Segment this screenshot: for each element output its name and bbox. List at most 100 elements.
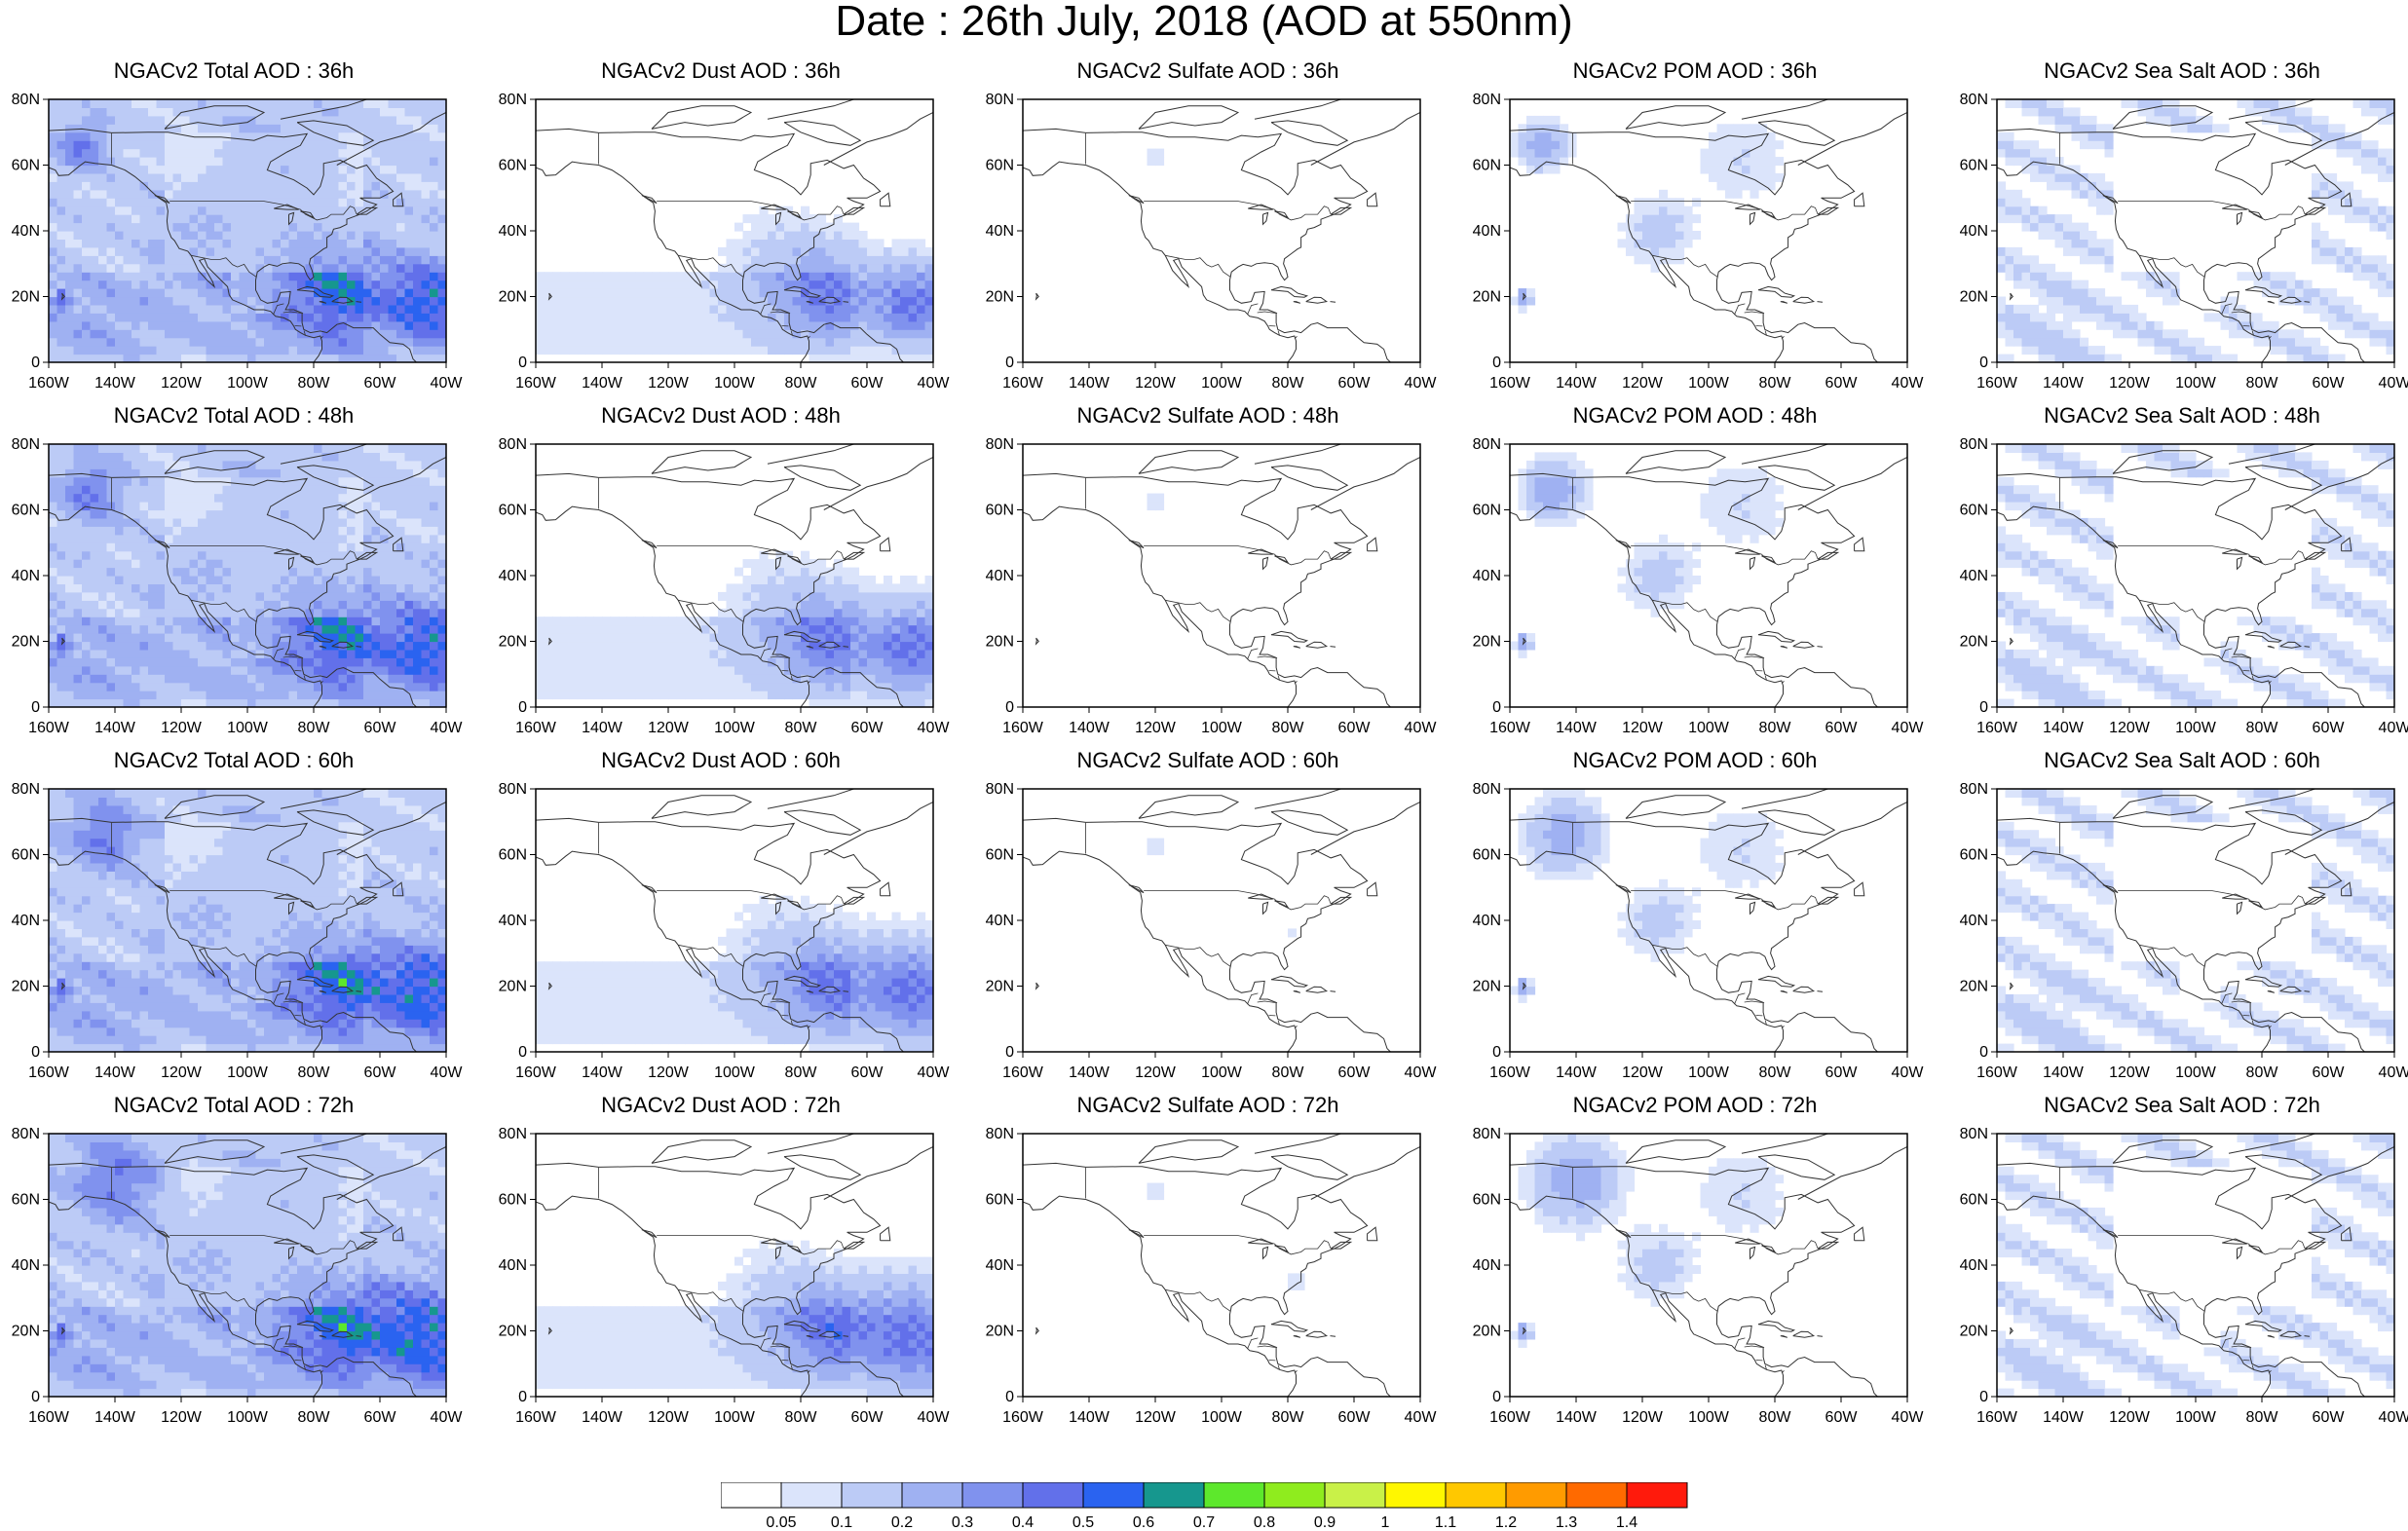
coastline [2112, 105, 2214, 130]
coastline [1817, 206, 1840, 215]
x-tick-label: 80W [1272, 1409, 1305, 1424]
political-border [1744, 1000, 1765, 1003]
coastline [2112, 1139, 2214, 1164]
aod-map: 160W 140W 120W 100W 80W 60W 40W 0 20N 40N 60N 80N [12, 436, 464, 734]
x-tick-label: 40W [1892, 720, 1925, 734]
x-tick-label: 160W [28, 375, 70, 390]
x-tick-label: 100W [2175, 720, 2217, 734]
x-tick-label: 80W [2246, 375, 2279, 390]
coastline [2267, 646, 2276, 649]
coastline [1023, 161, 1297, 362]
political-border [1764, 1020, 1767, 1026]
panel-title: NGACv2 POM AOD : 72h [1572, 1093, 1818, 1117]
panel-title: NGACv2 Sulfate AOD : 60h [1076, 748, 1339, 772]
coastline [1510, 161, 1784, 362]
x-tick-label: 120W [2109, 1064, 2151, 1079]
y-tick-label: 40N [986, 568, 1014, 584]
colorbar-swatch [1143, 1482, 1205, 1509]
x-tick-label: 40W [918, 1064, 951, 1079]
y-tick-label: 40N [1473, 913, 1501, 929]
coastline [296, 285, 335, 298]
y-tick-label: 80N [12, 781, 40, 798]
x-tick-label: 80W [1759, 375, 1792, 390]
coastline [1615, 884, 1632, 894]
coastline [1270, 809, 1349, 836]
y-tick-label: 40N [499, 568, 527, 584]
y-tick-label: 20N [12, 634, 40, 651]
aod-field [536, 550, 933, 707]
coastline [1138, 450, 1240, 474]
x-tick-label: 100W [1688, 1064, 1730, 1079]
x-tick-label: 140W [2043, 375, 2085, 390]
x-tick-label: 140W [1556, 720, 1598, 734]
coastline [1254, 99, 1341, 120]
political-border [770, 1345, 791, 1348]
political-border [1294, 1370, 1298, 1373]
coastline [536, 472, 904, 707]
coastline [1510, 505, 1784, 707]
aod-field [1147, 493, 1165, 511]
x-tick-label: 40W [1405, 375, 1438, 390]
y-tick-label: 60N [1473, 503, 1501, 519]
political-border [2221, 648, 2233, 660]
y-tick-label: 80N [1473, 436, 1501, 453]
x-tick-label: 100W [2175, 375, 2217, 390]
political-border [1781, 1370, 1785, 1373]
x-tick-label: 140W [582, 1409, 623, 1424]
coastline [641, 1229, 658, 1239]
colorbar-swatch [901, 1482, 963, 1509]
political-border [2118, 890, 2306, 911]
coastline [356, 896, 379, 905]
coastline [783, 1320, 822, 1332]
coastline [651, 795, 753, 819]
coastline [1310, 457, 1420, 510]
y-tick-label: 20N [1473, 1324, 1501, 1340]
x-tick-label: 160W [1002, 1064, 1044, 1079]
x-tick-label: 40W [2379, 1409, 2408, 1424]
coastline [1330, 1241, 1353, 1250]
coastline [783, 1154, 862, 1180]
coastline [843, 1241, 866, 1250]
y-tick-label: 60N [986, 847, 1014, 864]
x-tick-label: 40W [431, 720, 464, 734]
political-border [678, 944, 744, 967]
political-border [2118, 201, 2306, 221]
colorbar-label: 0.05 [766, 1514, 796, 1531]
colorbar-swatch [721, 1482, 782, 1509]
political-border [2231, 655, 2252, 658]
x-tick-label: 80W [298, 720, 331, 734]
political-border [1165, 254, 1231, 278]
x-tick-label: 80W [785, 375, 818, 390]
coastline [319, 1335, 327, 1338]
coastline [775, 1246, 782, 1260]
y-tick-label: 20N [499, 979, 527, 995]
coastline [2244, 630, 2283, 643]
coastline [288, 556, 295, 571]
x-tick-label: 120W [1622, 720, 1664, 734]
y-tick-label: 0 [1005, 355, 1014, 371]
y-tick-label: 0 [1005, 1044, 1014, 1061]
coastline [1625, 450, 1727, 474]
x-tick-label: 120W [161, 720, 203, 734]
panel-title: NGACv2 Sulfate AOD : 36h [1076, 58, 1339, 83]
x-tick-label: 100W [714, 1409, 756, 1424]
political-border [1247, 992, 1259, 1005]
y-tick-label: 20N [12, 289, 40, 306]
y-tick-label: 20N [1473, 289, 1501, 306]
x-tick-label: 80W [785, 720, 818, 734]
panel-title: NGACv2 Dust AOD : 60h [601, 748, 841, 772]
panel-title: NGACv2 Sea Salt AOD : 36h [2044, 58, 2320, 83]
coastline [1510, 850, 1784, 1052]
political-border [273, 992, 284, 1005]
x-tick-label: 100W [227, 720, 269, 734]
political-border [1144, 890, 1332, 911]
map-panel: NGACv2 Sea Salt AOD : 36h 160W 140W 120W 10… [1958, 58, 2408, 390]
y-tick-label: 0 [31, 355, 40, 371]
x-tick-label: 160W [1489, 375, 1531, 390]
political-border [320, 1026, 323, 1028]
y-tick-label: 40N [1473, 1257, 1501, 1274]
x-tick-label: 60W [2313, 1409, 2346, 1424]
coastline [1128, 1229, 1145, 1239]
aod-map: 160W 140W 120W 100W 80W 60W 40W 0 20N 40N 60N 80N [1473, 436, 1925, 734]
coastline [164, 105, 266, 130]
